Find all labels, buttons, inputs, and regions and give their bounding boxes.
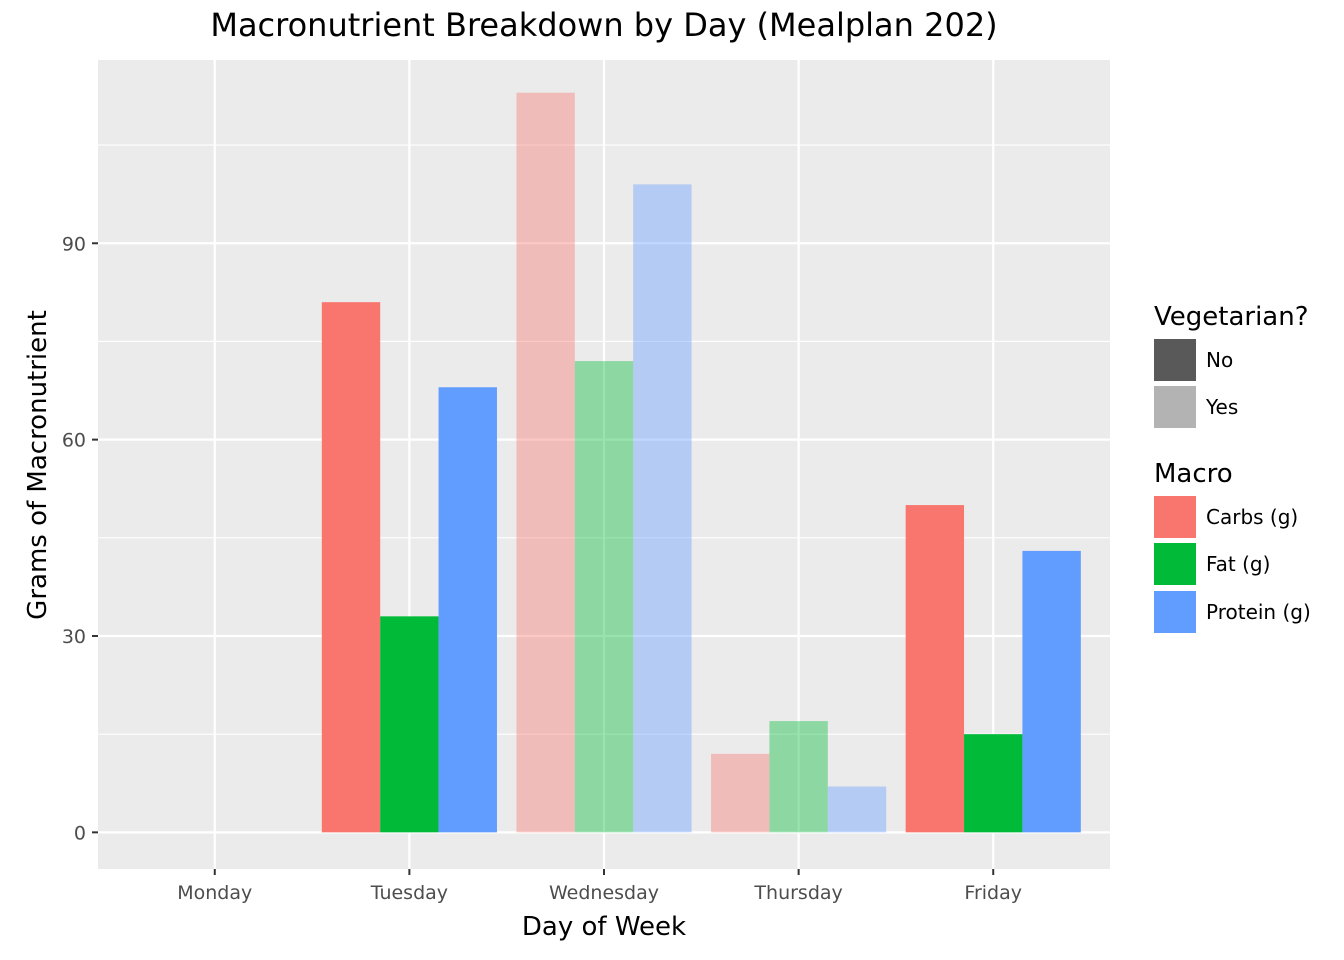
bar-friday-carbs [905,505,965,833]
legend-swatch-no [1154,338,1196,381]
y-tick-label: 0 [74,822,86,844]
bar-friday-fat [964,734,1023,833]
x-tick-label: Friday [964,882,1022,904]
legend-swatch-protein [1154,590,1196,633]
bar-wednesday-fat [574,361,634,833]
bar-wednesday-protein [633,184,692,833]
legend-swatch-carbs [1154,495,1196,538]
x-tick-label: Wednesday [549,882,659,904]
legend-vegetarian-title: Vegetarian? [1154,302,1309,332]
bar-wednesday-carbs [516,92,575,833]
y-tick-label: 90 [62,233,86,255]
bar-thursday-fat [769,721,828,833]
legend-item-protein: Protein (g) [1154,588,1344,636]
legend-swatch-fat [1154,543,1196,586]
y-axis-label: Grams of Macronutrient [23,310,53,620]
bar-thursday-protein [827,786,887,833]
y-tick-label: 30 [62,626,86,648]
legend-label-no: No [1206,347,1234,372]
legend-label-yes: Yes [1206,395,1239,420]
x-axis-label: Day of Week [521,912,687,942]
legend-label-protein: Protein (g) [1206,599,1311,624]
x-tick-label: Thursday [753,882,842,904]
bar-friday-protein [1022,550,1081,833]
legend-item-fat: Fat (g) [1154,541,1344,589]
bar-tuesday-protein [438,387,497,833]
legend-item-no: No [1154,336,1344,384]
legend-label-carbs: Carbs (g) [1206,504,1299,529]
bar-thursday-carbs [711,753,770,833]
legend: Vegetarian? No Yes Macro Carbs (g) Fat (… [1154,298,1344,636]
bar-tuesday-carbs [321,302,381,833]
bar-tuesday-fat [380,616,439,833]
legend-item-carbs: Carbs (g) [1154,493,1344,541]
x-tick-label: Monday [177,882,252,904]
legend-swatch-yes [1154,386,1196,429]
legend-item-yes: Yes [1154,384,1344,432]
chart-title: Macronutrient Breakdown by Day (Mealplan… [210,6,998,44]
y-tick-label: 60 [62,430,86,452]
legend-macro-title: Macro [1154,459,1233,489]
x-tick-label: Tuesday [370,882,448,904]
legend-label-fat: Fat (g) [1206,552,1271,577]
